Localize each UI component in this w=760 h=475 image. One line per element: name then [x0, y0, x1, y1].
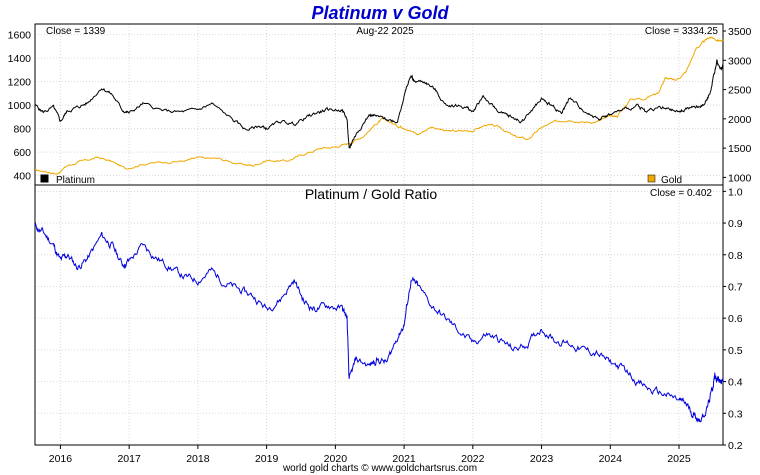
ratio-line: [34, 222, 724, 423]
left-tick-label-1200: 1200: [8, 77, 32, 89]
top-series-lines: [34, 36, 724, 175]
gold-legend-label: Gold: [661, 175, 682, 186]
gold-close-label: Close = 3334.25: [645, 26, 719, 37]
x-tick-label-2022: 2022: [461, 453, 485, 465]
platinum-legend-label: Platinum: [56, 175, 95, 186]
ratio-tick-label-0.4: 0.4: [728, 377, 743, 389]
top-grid: [35, 24, 723, 185]
footer-credit: world gold charts © www.goldchartsrus.co…: [282, 463, 477, 474]
left-tick-label-400: 400: [13, 171, 31, 183]
ratio-tick-label-0.5: 0.5: [728, 345, 743, 357]
x-tick-label-2023: 2023: [530, 453, 554, 465]
x-tick-label-2020: 2020: [324, 453, 348, 465]
left-tick-label-800: 800: [13, 124, 31, 136]
x-tick-label-2016: 2016: [49, 453, 73, 465]
bottom-panel-frame: [34, 184, 724, 446]
axis-ticks: 2016 2017 2018 2019 2020 2021 2022 2023 2024 2025…: [8, 26, 752, 465]
ratio-tick-label-0.6: 0.6: [728, 313, 743, 325]
right-tick-label-1500: 1500: [728, 143, 752, 155]
ratio-tick-label-0.2: 0.2: [728, 440, 743, 452]
right-tick-label-2000: 2000: [728, 114, 752, 126]
ratio-tick-label-0.9: 0.9: [728, 218, 743, 230]
x-tick-label-2018: 2018: [186, 453, 210, 465]
ratio-close-label: Close = 0.402: [650, 188, 712, 199]
x-tick-label-2017: 2017: [117, 453, 141, 465]
top-panel-frame: [34, 23, 724, 186]
ratio-tick-label-1: 1.0: [728, 186, 743, 198]
left-tick-label-1000: 1000: [8, 100, 32, 112]
right-tick-label-2500: 2500: [728, 85, 752, 97]
date-label: Aug-22 2025: [356, 26, 414, 37]
left-tick-label-600: 600: [13, 147, 31, 159]
platinum-price-line: [34, 59, 724, 149]
right-tick-label-3500: 3500: [728, 26, 752, 38]
platinum-close-label: Close = 1339: [46, 26, 106, 37]
ratio-tick-label-0.8: 0.8: [728, 250, 743, 262]
bottom-grid: [35, 185, 723, 446]
x-tick-label-2019: 2019: [255, 453, 279, 465]
right-tick-label-1000: 1000: [728, 172, 752, 184]
gold-legend-swatch: [647, 174, 656, 183]
left-tick-label-1400: 1400: [8, 53, 32, 65]
ratio-chart-title: Platinum / Gold Ratio: [305, 186, 437, 202]
ratio-tick-label-0.3: 0.3: [728, 408, 743, 420]
x-tick-label-2024: 2024: [599, 453, 623, 465]
ratio-tick-label-0.7: 0.7: [728, 281, 743, 293]
bottom-series-lines: [34, 222, 724, 423]
left-tick-label-1600: 1600: [8, 30, 32, 42]
gold-price-line: [34, 36, 724, 175]
platinum-legend-swatch: [40, 174, 49, 183]
chart-title: Platinum v Gold: [311, 3, 449, 23]
right-tick-label-3000: 3000: [728, 55, 752, 67]
x-tick-label-2025: 2025: [667, 453, 691, 465]
x-tick-label-2021: 2021: [392, 453, 416, 465]
